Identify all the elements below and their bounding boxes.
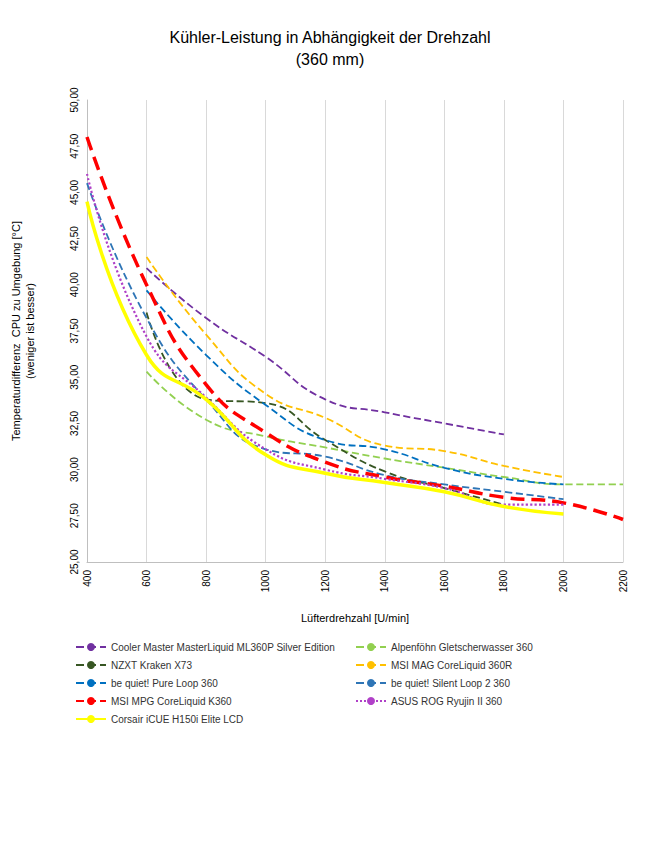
- svg-text:37,50: 37,50: [69, 318, 80, 343]
- svg-text:Kühler-Leistung in Abhängigkei: Kühler-Leistung in Abhängigkeit der Dreh…: [169, 29, 490, 46]
- svg-text:47,50: 47,50: [69, 133, 80, 158]
- svg-text:MSI MAG CoreLiquid 360R: MSI MAG CoreLiquid 360R: [391, 660, 512, 671]
- svg-text:Corsair iCUE H150i Elite LCD: Corsair iCUE H150i Elite LCD: [111, 714, 243, 725]
- svg-text:Temperaturdifferenz CPU zu Um: Temperaturdifferenz CPU zu Umgebung [°C]: [10, 221, 22, 441]
- svg-text:ASUS ROG Ryujin II 360: ASUS ROG Ryujin II 360: [391, 696, 503, 707]
- svg-text:Cooler Master MasterLiquid ML3: Cooler Master MasterLiquid ML360P Silver…: [111, 642, 335, 653]
- svg-text:30,00: 30,00: [69, 457, 80, 482]
- svg-text:45,00: 45,00: [69, 179, 80, 204]
- svg-text:be quiet! Silent Loop 2 360: be quiet! Silent Loop 2 360: [391, 678, 510, 689]
- svg-text:1000: 1000: [260, 570, 271, 593]
- svg-text:Lüfterdrehzahl [U/min]: Lüfterdrehzahl [U/min]: [301, 612, 409, 624]
- svg-text:1200: 1200: [320, 570, 331, 593]
- svg-text:(weniger ist besser): (weniger ist besser): [24, 283, 36, 379]
- svg-text:(360 mm): (360 mm): [296, 51, 364, 68]
- svg-text:NZXT Kraken X73: NZXT Kraken X73: [111, 660, 192, 671]
- svg-text:50,00: 50,00: [69, 87, 80, 112]
- svg-text:40,00: 40,00: [69, 272, 80, 297]
- svg-text:2000: 2000: [558, 570, 569, 593]
- svg-text:2200: 2200: [618, 570, 629, 593]
- svg-text:32,50: 32,50: [69, 410, 80, 435]
- svg-text:1600: 1600: [439, 570, 450, 593]
- svg-text:800: 800: [201, 570, 212, 587]
- svg-text:400: 400: [82, 570, 93, 587]
- svg-text:Alpenföhn Gletscherwasser 360: Alpenföhn Gletscherwasser 360: [391, 642, 533, 653]
- svg-text:be quiet! Pure Loop 360: be quiet! Pure Loop 360: [111, 678, 218, 689]
- svg-text:600: 600: [141, 570, 152, 587]
- svg-text:1400: 1400: [379, 570, 390, 593]
- svg-text:25,00: 25,00: [69, 549, 80, 574]
- svg-text:35,00: 35,00: [69, 364, 80, 389]
- svg-text:MSI MPG CoreLiquid K360: MSI MPG CoreLiquid K360: [111, 696, 232, 707]
- svg-text:27,50: 27,50: [69, 503, 80, 528]
- svg-text:42,50: 42,50: [69, 226, 80, 251]
- svg-text:1800: 1800: [498, 570, 509, 593]
